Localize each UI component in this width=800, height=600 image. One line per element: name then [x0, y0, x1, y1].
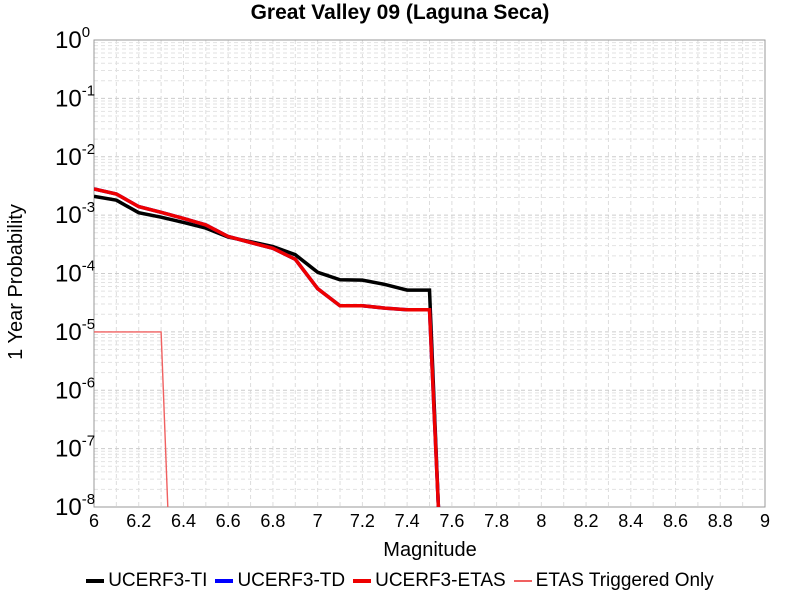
x-tick-label: 7.6 — [439, 511, 464, 531]
legend: UCERF3-TI UCERF3-TD UCERF3-ETAS ETAS Trigge… — [0, 568, 800, 594]
x-tick-label: 6.8 — [260, 511, 285, 531]
grid — [93, 40, 766, 508]
x-tick-label: 8.8 — [708, 511, 733, 531]
legend-item: ETAS Triggered Only — [513, 570, 714, 592]
legend-label: UCERF3-ETAS — [375, 570, 506, 591]
y-tick-label: 10-2 — [55, 141, 95, 171]
y-axis-label: 1 Year Probability — [5, 204, 27, 360]
y-tick-label: 10-4 — [55, 258, 95, 288]
y-tick-label: 10-8 — [55, 491, 95, 521]
y-tick-labels: 100 10-1 10-2 10-3 10-4 10-5 10-6 10-7 10-8 — [55, 24, 95, 521]
x-tick-label: 7.8 — [484, 511, 509, 531]
legend-item: UCERF3-TI — [86, 570, 207, 592]
series-layer — [94, 187, 441, 507]
legend-item: UCERF3-ETAS — [353, 570, 506, 592]
chart-title: Great Valley 09 (Laguna Seca) — [251, 1, 550, 24]
y-tick-label: 10-1 — [55, 82, 95, 112]
x-tick-label: 7 — [313, 511, 323, 531]
x-tick-label: 8.6 — [663, 511, 688, 531]
legend-label: ETAS Triggered Only — [535, 570, 714, 591]
y-tick-label: 10-3 — [55, 199, 95, 229]
x-tick-label: 7.4 — [395, 511, 420, 531]
legend-swatch — [353, 579, 372, 583]
x-tick-label: 8.4 — [618, 511, 643, 531]
y-tick-label: 10-7 — [55, 433, 95, 463]
legend-swatch — [215, 579, 234, 583]
x-tick-label: 6.2 — [126, 511, 151, 531]
legend-label: UCERF3-TI — [108, 570, 208, 591]
x-tick-label: 7.2 — [350, 511, 375, 531]
x-tick-label: 8.2 — [574, 511, 599, 531]
y-tick-label: 10-5 — [55, 316, 95, 346]
series-line-ucerf3-etas — [94, 187, 441, 507]
legend-swatch — [86, 579, 105, 583]
x-tick-label: 6.6 — [216, 511, 241, 531]
legend-swatch — [513, 580, 532, 582]
series-line-etas-triggered-only — [94, 331, 169, 507]
series-line-ucerf3-ti — [94, 194, 441, 507]
y-tick-label: 100 — [55, 24, 90, 54]
x-tick-labels: 6 6.2 6.4 6.6 6.8 7 7.2 7.4 7.6 7.8 8 8.2 8.4 8.6 8.8 9 — [89, 511, 770, 531]
x-tick-label: 6.4 — [171, 511, 196, 531]
x-tick-label: 8 — [536, 511, 546, 531]
legend-label: UCERF3-TD — [237, 570, 346, 591]
series-line-ucerf3-td — [94, 187, 441, 507]
x-tick-label: 9 — [760, 511, 770, 531]
legend-item: UCERF3-TD — [215, 570, 345, 592]
plot-frame — [93, 39, 766, 508]
y-tick-label: 10-6 — [55, 374, 95, 404]
x-axis-label: Magnitude — [383, 539, 476, 561]
x-tick-label: 6 — [89, 511, 99, 531]
